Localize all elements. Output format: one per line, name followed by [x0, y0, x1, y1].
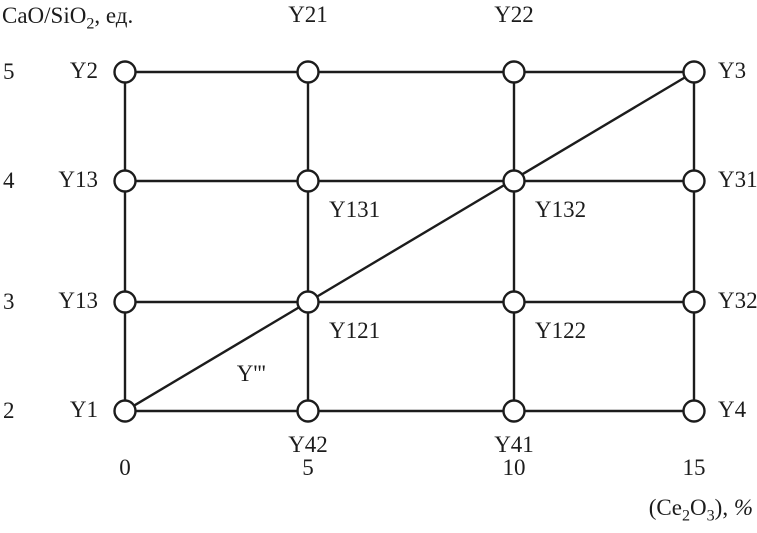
subscript-text: 2 [681, 507, 690, 525]
data-point-y41 [502, 399, 526, 423]
x-tick-0: 0 [119, 455, 131, 480]
point-label-y21: Y21 [288, 2, 328, 27]
title-text: , ед. [94, 3, 134, 28]
point-label-y22: Y22 [494, 2, 534, 27]
point-label-y2: Y2 [69, 58, 98, 83]
x-tick-15: 15 [682, 455, 706, 480]
y-tick-3: 3 [3, 289, 15, 314]
x-tick-10: 10 [502, 455, 526, 480]
diagonal-line-label: Y''' [236, 360, 266, 386]
title-text: CaO/SiO [2, 3, 87, 28]
x-axis-title: (Ce2O3), % [648, 495, 753, 524]
point-label-y42: Y42 [288, 432, 328, 457]
title-text: O [689, 495, 707, 520]
data-point-y1 [113, 399, 137, 423]
y-tick-2: 2 [3, 398, 15, 423]
point-label-y13: Y13 [58, 288, 98, 313]
data-point-y42 [296, 399, 320, 423]
data-point-y3 [682, 60, 706, 84]
point-label-y122: Y122 [535, 318, 587, 343]
point-label-y13: Y13 [58, 167, 98, 192]
data-point-y4 [682, 399, 706, 423]
point-label-y1: Y1 [69, 397, 98, 422]
title-text: ), [714, 495, 734, 520]
y-axis-title: CaO/SiO2, ед. [2, 3, 134, 32]
diagonal-line [124, 70, 695, 413]
point-label-y131: Y131 [329, 197, 381, 222]
point-label-y31: Y31 [718, 167, 757, 192]
point-label-y132: Y132 [535, 197, 587, 222]
data-point-y22 [502, 60, 526, 84]
subscript-text: 3 [706, 507, 715, 525]
data-point-y21 [296, 60, 320, 84]
data-point-y121 [296, 290, 320, 314]
point-label-y32: Y32 [718, 288, 757, 313]
title-text: (Ce [648, 495, 682, 520]
data-point-y32 [682, 290, 706, 314]
data-point-y132 [502, 169, 526, 193]
y-tick-4: 4 [3, 168, 15, 193]
data-point-y131 [296, 169, 320, 193]
title-text: % [733, 495, 753, 520]
point-label-y121: Y121 [329, 318, 381, 343]
subscript-text: 2 [86, 15, 95, 33]
data-point-y13 [113, 169, 137, 193]
point-label-y41: Y41 [494, 432, 534, 457]
point-label-y4: Y4 [718, 397, 747, 422]
data-point-y31 [682, 169, 706, 193]
data-point-y2 [113, 60, 137, 84]
x-tick-5: 5 [302, 455, 314, 480]
data-point-y122 [502, 290, 526, 314]
point-label-y3: Y3 [718, 58, 747, 83]
y-tick-5: 5 [3, 59, 15, 84]
data-point-y13 [113, 290, 137, 314]
